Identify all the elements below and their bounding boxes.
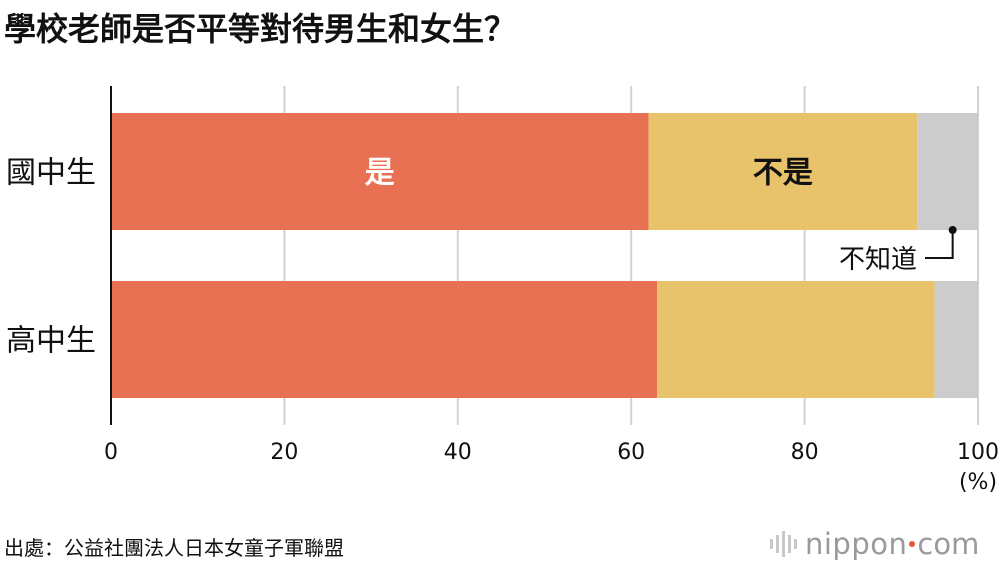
x-tick-label: 60 <box>617 440 645 465</box>
category-label: 國中生 <box>6 156 96 191</box>
bar-1-1 <box>657 281 935 398</box>
logo-mark-icon <box>770 531 797 557</box>
x-tick-label: 80 <box>791 440 819 465</box>
unit-label: (%) <box>959 470 997 495</box>
series-label-yes: 是 <box>365 156 395 191</box>
x-tick-label: 20 <box>270 440 298 465</box>
x-tick-label: 0 <box>104 440 118 465</box>
x-tick-label: 100 <box>957 440 999 465</box>
bar-0-1 <box>648 113 918 230</box>
callout-line <box>925 230 954 259</box>
bar-1-0 <box>111 281 658 398</box>
x-tick-label: 40 <box>444 440 472 465</box>
nippon-logo: nippon com <box>770 524 979 564</box>
bar-1-2 <box>934 281 978 398</box>
logo-tld: com <box>917 527 980 561</box>
logo-dot-icon <box>909 541 916 547</box>
category-label: 高中生 <box>6 324 96 359</box>
logo-word: nippon <box>805 527 908 561</box>
bar-0-2 <box>917 113 978 230</box>
series-label-no: 不是 <box>753 156 813 191</box>
source-note: 出處：公益社團法人日本女童子軍聯盟 <box>4 536 344 560</box>
series-label-dontknow: 不知道 <box>839 245 917 275</box>
chart-title: 學校老師是否平等對待男生和女生？ <box>4 10 517 48</box>
callout-dot <box>948 226 957 234</box>
bar-0-0 <box>111 113 649 230</box>
